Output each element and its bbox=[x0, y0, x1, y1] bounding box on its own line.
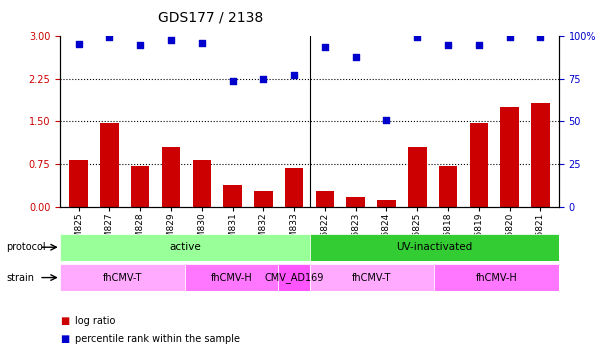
Bar bbox=[439, 166, 457, 207]
Point bbox=[258, 76, 268, 81]
Bar bbox=[162, 147, 180, 207]
Bar bbox=[224, 185, 242, 207]
Point bbox=[289, 72, 299, 77]
Bar bbox=[469, 122, 488, 207]
FancyBboxPatch shape bbox=[278, 264, 310, 291]
Bar bbox=[69, 160, 88, 207]
Bar bbox=[131, 166, 150, 207]
Point bbox=[320, 44, 330, 50]
Bar bbox=[408, 147, 427, 207]
Bar bbox=[346, 197, 365, 207]
Text: protocol: protocol bbox=[6, 242, 46, 252]
Bar bbox=[285, 168, 304, 207]
Text: fhCMV-T: fhCMV-T bbox=[352, 272, 392, 283]
Text: UV-inactivated: UV-inactivated bbox=[396, 242, 472, 252]
Point bbox=[135, 42, 145, 48]
Text: fhCMV-H: fhCMV-H bbox=[476, 272, 517, 283]
Point bbox=[382, 117, 391, 123]
Text: CMV_AD169: CMV_AD169 bbox=[264, 272, 323, 283]
Bar bbox=[377, 200, 395, 207]
Point bbox=[105, 35, 114, 40]
Bar bbox=[254, 191, 273, 207]
Text: fhCMV-T: fhCMV-T bbox=[103, 272, 142, 283]
Text: ■: ■ bbox=[60, 334, 69, 344]
Bar bbox=[192, 160, 211, 207]
FancyBboxPatch shape bbox=[310, 264, 434, 291]
FancyBboxPatch shape bbox=[60, 234, 310, 261]
Text: fhCMV-H: fhCMV-H bbox=[211, 272, 252, 283]
Point bbox=[535, 35, 545, 40]
FancyBboxPatch shape bbox=[434, 264, 559, 291]
Text: active: active bbox=[169, 242, 201, 252]
Text: GDS177 / 2138: GDS177 / 2138 bbox=[157, 11, 263, 25]
Point bbox=[351, 55, 361, 60]
Point bbox=[505, 35, 514, 40]
Point bbox=[444, 42, 453, 48]
Bar bbox=[100, 122, 118, 207]
Text: strain: strain bbox=[6, 273, 34, 283]
Bar bbox=[531, 103, 550, 207]
Text: ■: ■ bbox=[60, 316, 69, 326]
Point bbox=[197, 40, 207, 45]
Point bbox=[228, 79, 237, 84]
Point bbox=[474, 42, 484, 48]
FancyBboxPatch shape bbox=[60, 264, 185, 291]
FancyBboxPatch shape bbox=[310, 234, 559, 261]
Text: log ratio: log ratio bbox=[75, 316, 115, 326]
Bar bbox=[501, 107, 519, 207]
Point bbox=[74, 41, 84, 47]
Point bbox=[412, 35, 422, 40]
FancyBboxPatch shape bbox=[185, 264, 278, 291]
Bar bbox=[316, 191, 334, 207]
Point bbox=[166, 37, 175, 43]
Text: percentile rank within the sample: percentile rank within the sample bbox=[75, 334, 240, 344]
